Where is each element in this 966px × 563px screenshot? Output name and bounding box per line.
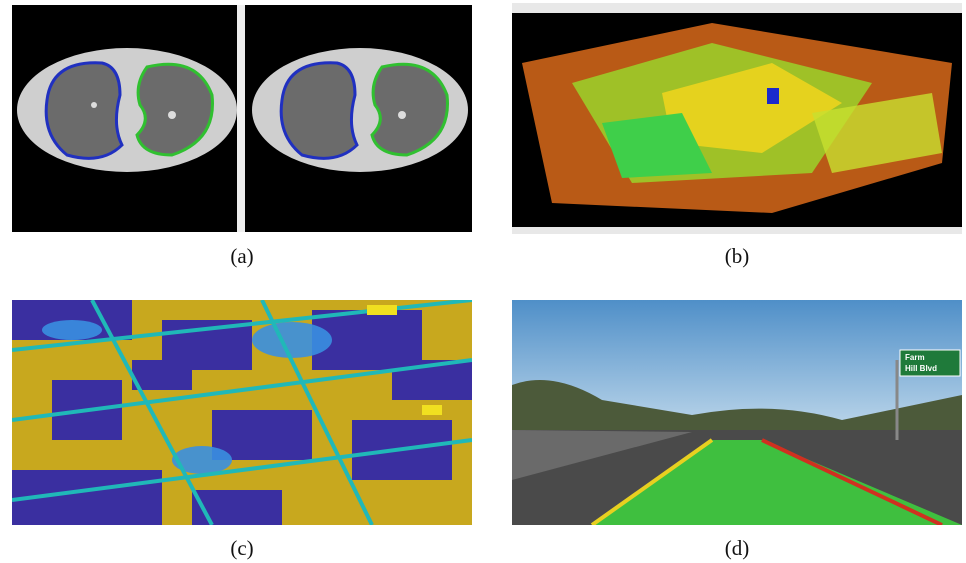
caption: (c) bbox=[202, 536, 282, 561]
caption: (d) bbox=[697, 536, 777, 561]
caption: (a) bbox=[202, 244, 282, 269]
panel-a-image bbox=[12, 5, 472, 232]
panel-b-image bbox=[512, 3, 962, 234]
panel-c-image bbox=[12, 300, 472, 525]
panel-d-image: Farm Hill Blvd bbox=[512, 300, 962, 525]
sign-text: Farm bbox=[905, 353, 925, 362]
caption: (b) bbox=[697, 244, 777, 269]
figure: (a) (b) (c) bbox=[0, 0, 966, 563]
sign-text: Hill Blvd bbox=[905, 364, 937, 373]
